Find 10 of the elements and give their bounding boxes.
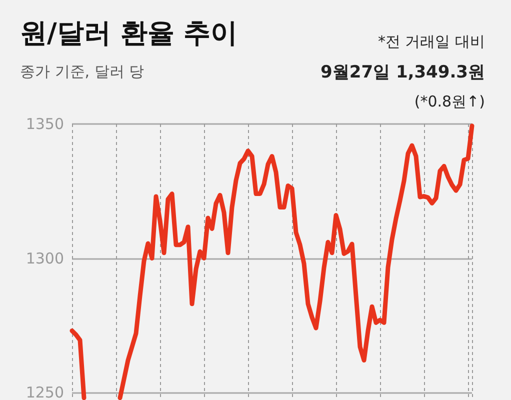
chart-title: 원/달러 환율 추이 bbox=[20, 18, 238, 49]
line-series bbox=[70, 328, 86, 400]
y-tick-label: 1300 bbox=[26, 249, 64, 268]
text: (*0.8원↑) bbox=[414, 92, 486, 110]
text: 9월27일 1,349.3원 bbox=[320, 62, 486, 82]
y-tick-label: 1250 bbox=[26, 384, 64, 400]
line-series bbox=[118, 124, 474, 400]
y-tick-label: 1350 bbox=[26, 115, 64, 133]
chart-subtitle: 종가 기준, 달러 당 bbox=[20, 62, 144, 80]
text: *전 거래일 대비 bbox=[378, 32, 486, 50]
